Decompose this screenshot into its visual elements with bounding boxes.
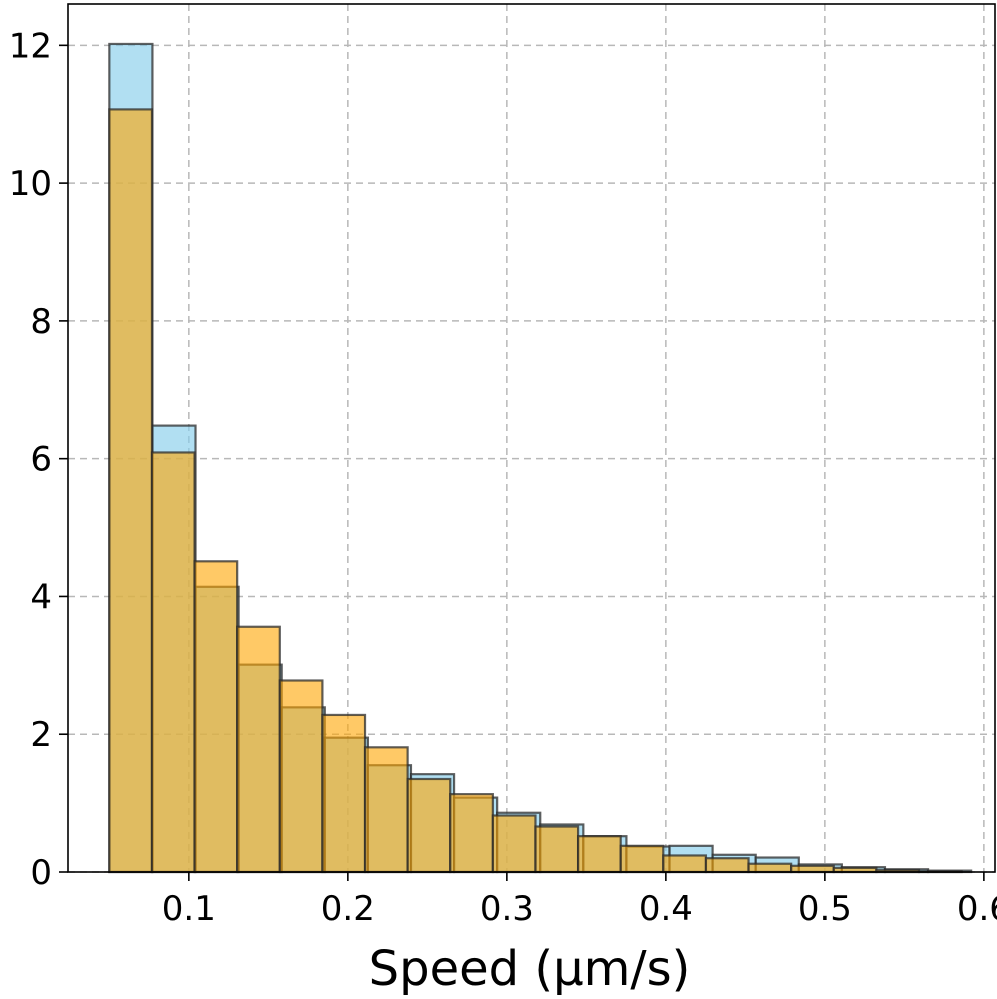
x-tick-label: 0.1 bbox=[162, 889, 216, 929]
y-tick-label: 6 bbox=[30, 440, 52, 480]
histogram-bar-series-2 bbox=[491, 814, 537, 874]
x-axis-label: Speed (μm/s) bbox=[369, 941, 691, 997]
histogram-bar-series-2 bbox=[406, 777, 452, 874]
histogram-bar-series-2 bbox=[534, 825, 580, 874]
y-tick-label: 4 bbox=[30, 577, 52, 617]
histogram-bar-series-2 bbox=[449, 793, 494, 874]
x-tick-label: 0.6 bbox=[957, 889, 997, 929]
histogram-bar-series-2 bbox=[576, 835, 622, 874]
histogram-bar-series-2 bbox=[363, 746, 409, 874]
x-tick-label: 0.5 bbox=[798, 889, 852, 929]
histogram-bar-series-2 bbox=[662, 854, 708, 874]
histogram-bar-series-2 bbox=[236, 625, 281, 874]
axis-ticks: 0.1 0.2 0.3 0.4 0.5 0.6 0 2 4 6 8 10 12 bbox=[9, 26, 997, 929]
plot-frame bbox=[67, 3, 996, 873]
x-tick-label: 0.3 bbox=[480, 889, 534, 929]
histogram-bar-series-2 bbox=[150, 451, 196, 874]
histogram-bar-series-2 bbox=[278, 679, 324, 874]
histogram-bar-series-2 bbox=[747, 862, 793, 874]
histogram-bar-series-2 bbox=[193, 560, 239, 874]
x-tick-label: 0.2 bbox=[321, 889, 375, 929]
y-tick-label: 0 bbox=[30, 853, 52, 893]
histogram-bar-series-2 bbox=[321, 713, 367, 874]
y-tick-label: 10 bbox=[9, 164, 52, 204]
y-tick-label: 2 bbox=[30, 715, 52, 755]
x-tick-label: 0.4 bbox=[639, 889, 693, 929]
histogram-bar-series-2 bbox=[619, 844, 665, 874]
histogram-bar-series-2 bbox=[790, 864, 835, 874]
histogram-bar-series-2 bbox=[108, 108, 154, 874]
histogram-bar-series-2 bbox=[704, 857, 750, 874]
y-tick-label: 8 bbox=[30, 302, 52, 342]
y-tick-label: 12 bbox=[9, 26, 52, 66]
